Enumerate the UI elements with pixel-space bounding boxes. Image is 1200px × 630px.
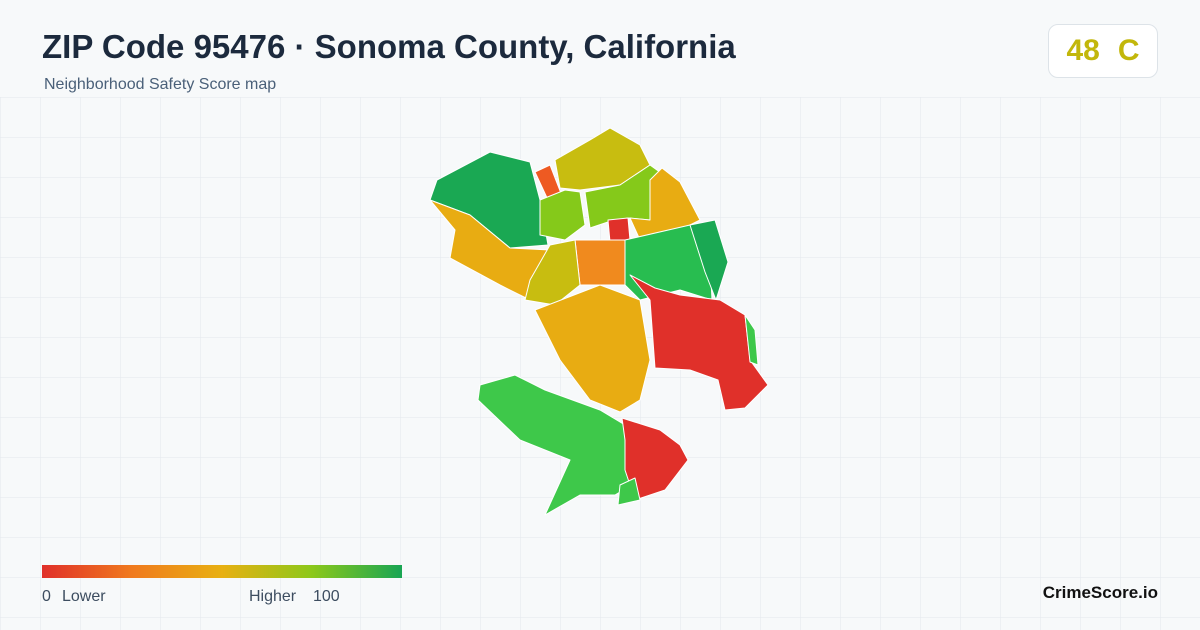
legend-max: 100 bbox=[313, 588, 340, 605]
score-value: 48 bbox=[1066, 34, 1100, 67]
area bbox=[689, 219, 729, 301]
area bbox=[534, 284, 651, 413]
area bbox=[629, 274, 769, 411]
legend-max-label: Higher bbox=[249, 588, 297, 605]
area bbox=[617, 477, 641, 506]
area bbox=[607, 217, 631, 243]
subtitle: Neighborhood Safety Score map bbox=[44, 76, 277, 93]
score-grade: C bbox=[1117, 34, 1140, 67]
legend-min: 0 bbox=[42, 588, 51, 605]
area bbox=[539, 189, 586, 241]
legend-min-label: Lower bbox=[62, 588, 106, 605]
title: ZIP Code 95476 · Sonoma County, Californ… bbox=[42, 28, 736, 65]
area bbox=[621, 417, 689, 501]
brand: CrimeScore.io bbox=[1042, 583, 1158, 602]
area bbox=[574, 239, 626, 286]
area bbox=[744, 314, 759, 366]
score-badge: 48 C bbox=[1048, 24, 1158, 78]
zip-map bbox=[429, 127, 769, 516]
legend-gradient bbox=[42, 565, 402, 578]
